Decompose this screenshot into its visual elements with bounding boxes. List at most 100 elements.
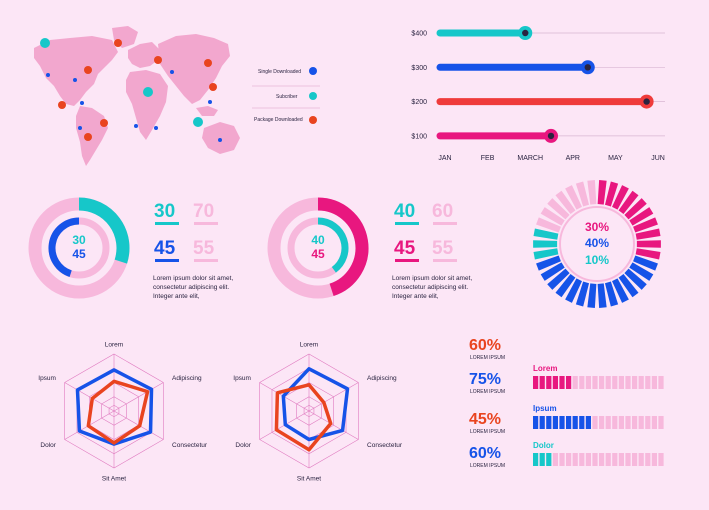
marker-red (84, 66, 92, 74)
donut-a-center-top: 30 (72, 233, 86, 247)
bar-category-label: $200 (411, 99, 427, 106)
gauge-segment (612, 278, 629, 303)
bar-x-tick: MAY (608, 155, 623, 162)
legend-label-subscriber: Subcriber (276, 94, 298, 100)
progress-segment (585, 453, 591, 466)
legend-dot-teal (309, 92, 317, 100)
marker-blue (154, 126, 158, 130)
progress-segment (539, 453, 545, 466)
radar-axis-label: Sit Amet (297, 476, 321, 483)
map-australia (202, 122, 240, 154)
stat-b-45-underline (395, 259, 419, 262)
stat-block-a: 30 70 45 55 Lorem ipsum dolor sit amet, … (153, 201, 233, 300)
progress-segment (533, 416, 539, 429)
progress-segment (618, 416, 624, 429)
marker-blue (78, 126, 82, 130)
progress-segment (546, 416, 552, 429)
progress-segment (612, 376, 618, 389)
progress-segment (599, 453, 605, 466)
progress-segment (625, 416, 631, 429)
radar-chart-a: Lorem Adipiscing Consectetur Sit Amet Dolor I… (38, 342, 208, 483)
legend-dot-blue (309, 67, 317, 75)
progress-segment (566, 376, 572, 389)
bar-end-dot (584, 64, 591, 71)
progress-segment (618, 376, 624, 389)
stat-a-45-underline (155, 259, 179, 262)
stat-b-55-underline (433, 259, 457, 262)
gauge-segment (597, 283, 607, 308)
bar-end-dot (522, 29, 529, 37)
stat-block-b: 40 60 45 55 Lorem ipsum dolor sit amet, … (392, 201, 472, 300)
stat-a-70-underline (194, 222, 218, 225)
gauge-segment (536, 217, 561, 233)
progress-segment (618, 453, 624, 466)
radar-axis (308, 410, 359, 440)
marker-blue (134, 124, 138, 128)
bar-category-label: $100 (411, 133, 427, 140)
progress-segment (625, 453, 631, 466)
radar-chart-b: Lorem Adipiscing Consectetur Sit Amet Dolor I… (233, 342, 403, 483)
marker-blue (73, 78, 77, 82)
radar-axis-label: Dolor (235, 442, 251, 449)
stat-b-40: 40 (394, 201, 415, 222)
stat-b-45: 45 (394, 238, 416, 259)
progress-segment (585, 416, 591, 429)
radar-axis-label: Ipsum (233, 375, 251, 382)
progress-segment (632, 376, 638, 389)
marker-teal (143, 87, 153, 97)
marker-red (114, 39, 122, 47)
gauge-inner-ring (559, 206, 635, 282)
legend-label-package: Package Downloaded (254, 117, 303, 123)
percent-item-4-label: LOREM IPSUM (470, 463, 505, 469)
radar-axis (113, 382, 164, 412)
marker-blue (218, 138, 222, 142)
progress-segment (539, 376, 545, 389)
progress-segment (632, 453, 638, 466)
progress-segment (552, 453, 558, 466)
map-asia (158, 34, 230, 104)
gauge-segment (635, 228, 661, 240)
world-map (34, 26, 240, 166)
marker-red (204, 59, 212, 67)
bar-x-tick: JUN (651, 155, 665, 162)
marker-red (84, 133, 92, 141)
progress-segment (592, 376, 598, 389)
gauge-segment (547, 198, 570, 220)
gauge-segment (536, 255, 561, 271)
bar-end-dot (643, 98, 650, 105)
percent-list: 60% LOREM IPSUM 75% LOREM IPSUM 45% LORE… (469, 337, 505, 469)
progress-segment (651, 416, 657, 429)
progress-segment (566, 453, 572, 466)
progress-segment (605, 416, 611, 429)
progress-segment (645, 453, 651, 466)
radar-axis-label: Adipiscing (367, 375, 397, 382)
gauge-segment (633, 255, 658, 271)
progress-segment (572, 376, 578, 389)
donut-b-center-bottom: 45 (311, 247, 325, 261)
progress-segment (612, 416, 618, 429)
gauge-segment (533, 248, 559, 260)
gauge-segment (587, 283, 597, 308)
progress-segment (658, 416, 664, 429)
stat-b-text-line2: consectetur adipiscing elit. (392, 284, 468, 291)
bar-category-label: $300 (411, 65, 427, 72)
progress-segment (638, 416, 644, 429)
gauge-segment (575, 181, 590, 207)
marker-blue (46, 73, 50, 77)
stat-b-60-underline (433, 222, 457, 225)
gauge-segment (540, 262, 565, 281)
gauge-segment (633, 217, 658, 233)
gauge-segment (624, 198, 647, 220)
donut-chart-b (267, 197, 369, 299)
gauge-segment (629, 262, 654, 281)
radar-axis-label: Consectetur (367, 442, 403, 449)
percent-item-3-label: LOREM IPSUM (470, 429, 505, 435)
gauge-segment (618, 190, 639, 215)
gauge-segment (533, 240, 558, 248)
progress-segment (645, 376, 651, 389)
donut-a-center-bottom: 45 (72, 247, 86, 261)
progress-segment (599, 416, 605, 429)
gauge-segment (555, 190, 576, 215)
